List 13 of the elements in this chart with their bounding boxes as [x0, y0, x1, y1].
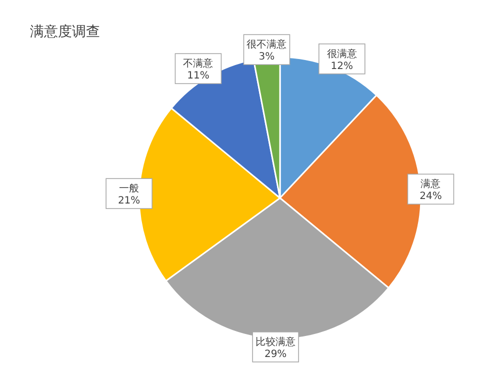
data-label: 3% — [258, 52, 275, 63]
slice-label: 很不满意 — [246, 38, 287, 51]
slice-label: 满意 — [420, 178, 441, 190]
data-label: 24% — [420, 191, 442, 202]
slice-label: 一般 — [119, 184, 140, 195]
data-label: 21% — [118, 196, 140, 207]
title: 满意度调查 — [30, 24, 100, 40]
slice-label: 很满意 — [326, 48, 357, 60]
data-label: 29% — [264, 348, 287, 360]
slice-label: 不满意 — [183, 58, 214, 70]
data-label: 12% — [330, 60, 354, 72]
slice-label: 比较满意 — [256, 336, 296, 348]
data-label: 11% — [187, 70, 210, 82]
